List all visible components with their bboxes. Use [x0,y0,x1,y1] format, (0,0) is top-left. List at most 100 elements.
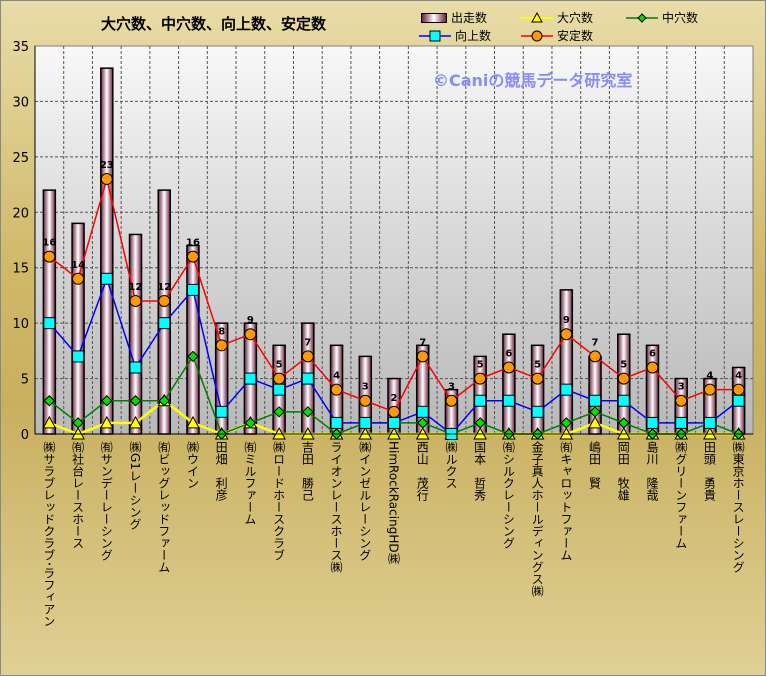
marker-square [129,361,142,374]
data-label: 7 [592,337,599,348]
data-label: 5 [534,360,541,371]
data-label: 6 [505,348,512,359]
marker-circle [445,394,458,407]
x-tick-label: ㈱ロードホースクラブ [271,441,286,561]
marker-circle [244,328,257,341]
circle-marker-icon [521,30,553,41]
marker-triangle [588,415,602,429]
data-label: 7 [419,337,426,348]
legend-label: 向上数 [455,29,492,43]
y-tick-label: 5 [21,373,29,388]
data-label: 16 [186,238,200,249]
marker-square [531,405,544,418]
x-tick-label: ㈲社台レースホース [70,441,85,549]
x-tick-label: HimRockRacingHD㈱ [386,441,401,565]
marker-diamond [273,406,285,418]
marker-circle [72,272,85,285]
marker-square [330,416,343,429]
bar-runs [100,67,114,435]
marker-circle [215,339,228,352]
marker-diamond [187,350,199,363]
marker-square [359,416,372,429]
marker-triangle [128,415,143,429]
bar-runs [559,289,574,435]
marker-circle [100,173,113,186]
x-tick-label: ㈱グリーンファーム [673,441,688,549]
legend-item-up: 向上数 [419,27,491,44]
marker-circle [186,250,199,263]
marker-diamond [129,395,142,407]
marker-circle [474,372,487,385]
marker-circle [129,294,142,307]
x-tick-label: ㈲サンデーレーシング [99,441,114,561]
y-tick-label: 25 [12,151,29,166]
x-tick-label: ㈲キャロットファーム [558,441,573,561]
marker-circle [675,394,688,407]
marker-square [617,394,630,407]
diamond-marker-icon [626,12,658,23]
marker-square [100,272,113,285]
marker-square [560,383,573,396]
marker-circle [589,350,602,363]
marker-circle [416,350,429,363]
y-tick-label: 35 [12,40,29,55]
data-label: 9 [563,315,570,326]
marker-square [273,383,286,396]
x-tick-label: 田頭 勇貴 [702,441,717,501]
data-label: 4 [735,371,742,382]
x-tick-label: 吉田 勝己 [300,441,315,501]
marker-diamond [244,417,257,429]
marker-square [388,416,400,429]
x-tick-label: 国本 哲秀 [472,441,487,501]
marker-square [732,394,745,407]
y-tick-label: 20 [12,206,29,221]
marker-square [215,405,228,418]
marker-square [301,372,314,385]
legend-label: 中穴数 [662,11,699,25]
marker-circle [43,250,56,263]
legend-label: 大穴数 [557,11,594,25]
data-label: 4 [333,371,340,382]
marker-diamond [417,417,429,429]
data-label: 8 [218,326,225,337]
marker-circle [359,394,372,407]
marker-diamond [158,395,170,407]
marker-circle [388,405,400,418]
marker-square [675,416,688,429]
marker-circle [158,294,171,307]
marker-square [72,350,85,363]
data-label: 16 [42,238,56,249]
marker-diamond [101,395,113,407]
marker-square [502,394,515,407]
data-label: 4 [706,371,713,382]
x-tick-label: ㈲ミルファーム [242,441,257,525]
data-label: 12 [129,282,143,293]
x-tick-label: ㈱サラブレッドクラブ･ラフィアン [41,441,56,628]
x-tick-label: ライオンレースホース㈱ [329,441,344,573]
marker-circle [560,328,573,341]
marker-square [474,394,487,407]
marker-triangle [186,415,200,429]
marker-diamond [302,406,314,418]
marker-circle [703,383,716,396]
marker-square [416,405,429,418]
x-tick-label: ㈱東京ホースレーシング [731,441,746,573]
marker-diamond [560,417,573,429]
marker-circle [732,383,745,396]
data-label: 5 [620,360,627,371]
legend-label: 安定数 [557,29,594,43]
marker-square [158,317,171,330]
legend-label: 出走数 [451,11,488,25]
marker-square [244,372,257,385]
square-marker-icon [419,30,451,41]
chart-title: 大穴数、中穴数、向上数、安定数 [101,15,327,33]
x-tick-label: ㈱インゼルレーシング [357,441,372,561]
marker-circle [301,350,314,363]
data-label: 5 [477,360,484,371]
data-label: 12 [157,282,171,293]
data-label: 7 [304,337,311,348]
marker-diamond [43,395,56,407]
data-label: 9 [247,315,254,326]
data-label: 23 [100,160,114,171]
triangle-marker-icon [521,11,553,22]
